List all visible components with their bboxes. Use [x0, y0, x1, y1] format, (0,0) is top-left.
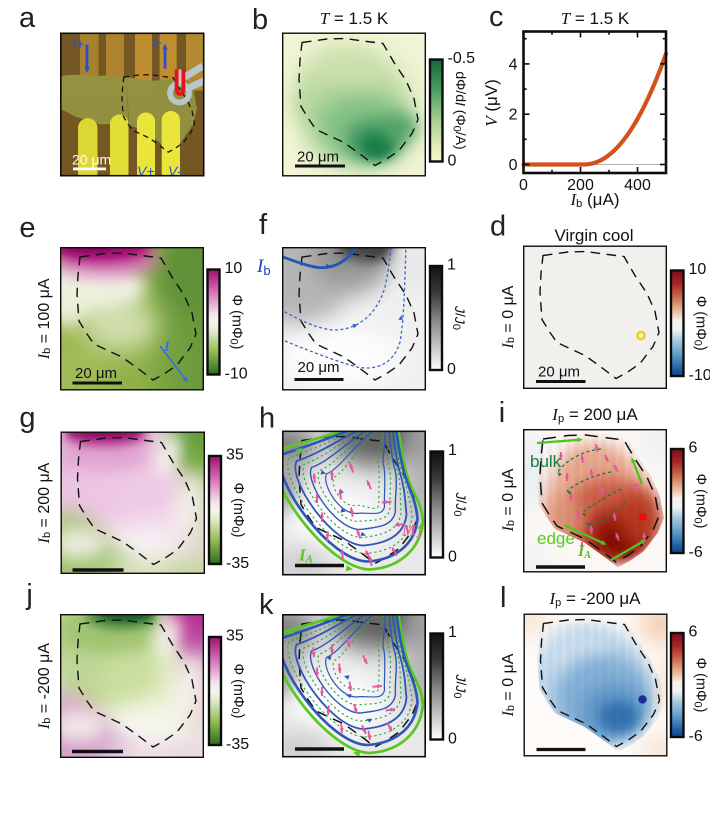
svg-text:200: 200 — [567, 177, 594, 194]
svg-text:T = 1.5 K: T = 1.5 K — [320, 9, 389, 28]
svg-text:0: 0 — [448, 153, 457, 170]
svg-text:I: I — [163, 339, 171, 355]
svg-text:Φ (mΦ0): Φ (mΦ0) — [229, 663, 246, 718]
svg-text:Φ (mΦ0): Φ (mΦ0) — [692, 296, 709, 351]
svg-text:400: 400 — [624, 177, 651, 194]
svg-text:-10: -10 — [225, 366, 248, 383]
svg-text:2: 2 — [509, 107, 518, 124]
svg-text:h: h — [259, 403, 275, 435]
svg-text:-6: -6 — [689, 544, 703, 561]
svg-text:20 μm: 20 μm — [538, 364, 580, 381]
svg-text:I-: I- — [153, 34, 162, 50]
svg-text:1: 1 — [447, 257, 456, 274]
svg-text:Ip = 200 μA: Ip = 200 μA — [551, 405, 638, 425]
svg-text:6: 6 — [689, 624, 698, 641]
svg-text:J/J0: J/J0 — [450, 305, 468, 330]
svg-text:J/J0: J/J0 — [451, 673, 469, 698]
svg-text:0: 0 — [519, 177, 528, 194]
svg-text:J/J0: J/J0 — [451, 491, 469, 516]
svg-text:d: d — [490, 211, 506, 243]
svg-text:6: 6 — [689, 440, 698, 457]
svg-text:i: i — [499, 397, 505, 429]
svg-text:-35: -35 — [226, 555, 249, 572]
svg-text:-0.5: -0.5 — [448, 50, 476, 67]
svg-text:f: f — [259, 209, 268, 241]
svg-text:Ib = 200 μA: Ib = 200 μA — [36, 462, 54, 544]
svg-text:10: 10 — [689, 261, 707, 278]
svg-text:-35: -35 — [226, 736, 249, 753]
svg-text:20 μm: 20 μm — [298, 359, 340, 376]
svg-text:-10: -10 — [689, 367, 710, 384]
svg-text:l: l — [500, 582, 506, 614]
svg-text:c: c — [489, 1, 504, 33]
svg-text:Φ (mΦ0): Φ (mΦ0) — [692, 657, 709, 712]
svg-text:1: 1 — [448, 624, 457, 641]
svg-text:35: 35 — [226, 628, 244, 645]
svg-text:Φ (mΦ0): Φ (mΦ0) — [228, 294, 245, 349]
svg-text:Ib (μA): Ib (μA) — [570, 190, 620, 210]
svg-text:edge: edge — [537, 529, 575, 548]
svg-text:10: 10 — [225, 260, 243, 277]
svg-text:0: 0 — [509, 157, 518, 174]
svg-text:Ib = -200 μA: Ib = -200 μA — [36, 643, 54, 730]
svg-text:Φ (mΦ0): Φ (mΦ0) — [692, 473, 709, 528]
svg-text:0: 0 — [448, 549, 457, 566]
svg-text:20 μm: 20 μm — [75, 365, 117, 382]
svg-text:V-: V- — [168, 163, 182, 179]
svg-text:4: 4 — [509, 56, 518, 73]
svg-text:20 μm: 20 μm — [72, 152, 111, 168]
svg-text:b: b — [252, 4, 268, 36]
svg-text:I+: I+ — [72, 36, 84, 52]
svg-text:Ib = 0 μA: Ib = 0 μA — [500, 468, 518, 532]
svg-text:k: k — [259, 589, 274, 621]
svg-text:0: 0 — [447, 361, 456, 378]
svg-text:T = 1.5 K: T = 1.5 K — [561, 9, 630, 28]
svg-text:e: e — [19, 212, 35, 244]
svg-text:g: g — [19, 402, 35, 434]
svg-text:Ib = 0 μA: Ib = 0 μA — [500, 285, 518, 349]
svg-text:35: 35 — [226, 447, 244, 464]
svg-text:a: a — [19, 2, 36, 34]
svg-text:V+: V+ — [137, 163, 155, 179]
svg-text:j: j — [25, 579, 32, 611]
svg-text:Ib = 100 μA: Ib = 100 μA — [36, 278, 54, 360]
svg-text:0: 0 — [448, 731, 457, 748]
svg-text:Ib = 0 μA: Ib = 0 μA — [500, 653, 518, 717]
svg-text:Ip = -200 μA: Ip = -200 μA — [548, 589, 641, 609]
svg-text:20 μm: 20 μm — [297, 149, 339, 166]
svg-text:dΦ/dI (Φ0/A): dΦ/dI (Φ0/A) — [451, 71, 469, 149]
svg-text:1: 1 — [448, 442, 457, 459]
svg-text:Φ (mΦ0): Φ (mΦ0) — [229, 482, 246, 537]
svg-text:bulk: bulk — [530, 452, 562, 471]
svg-text:V (μV): V (μV) — [482, 79, 501, 127]
svg-text:-6: -6 — [689, 728, 703, 745]
svg-text:Virgin cool: Virgin cool — [554, 226, 633, 245]
